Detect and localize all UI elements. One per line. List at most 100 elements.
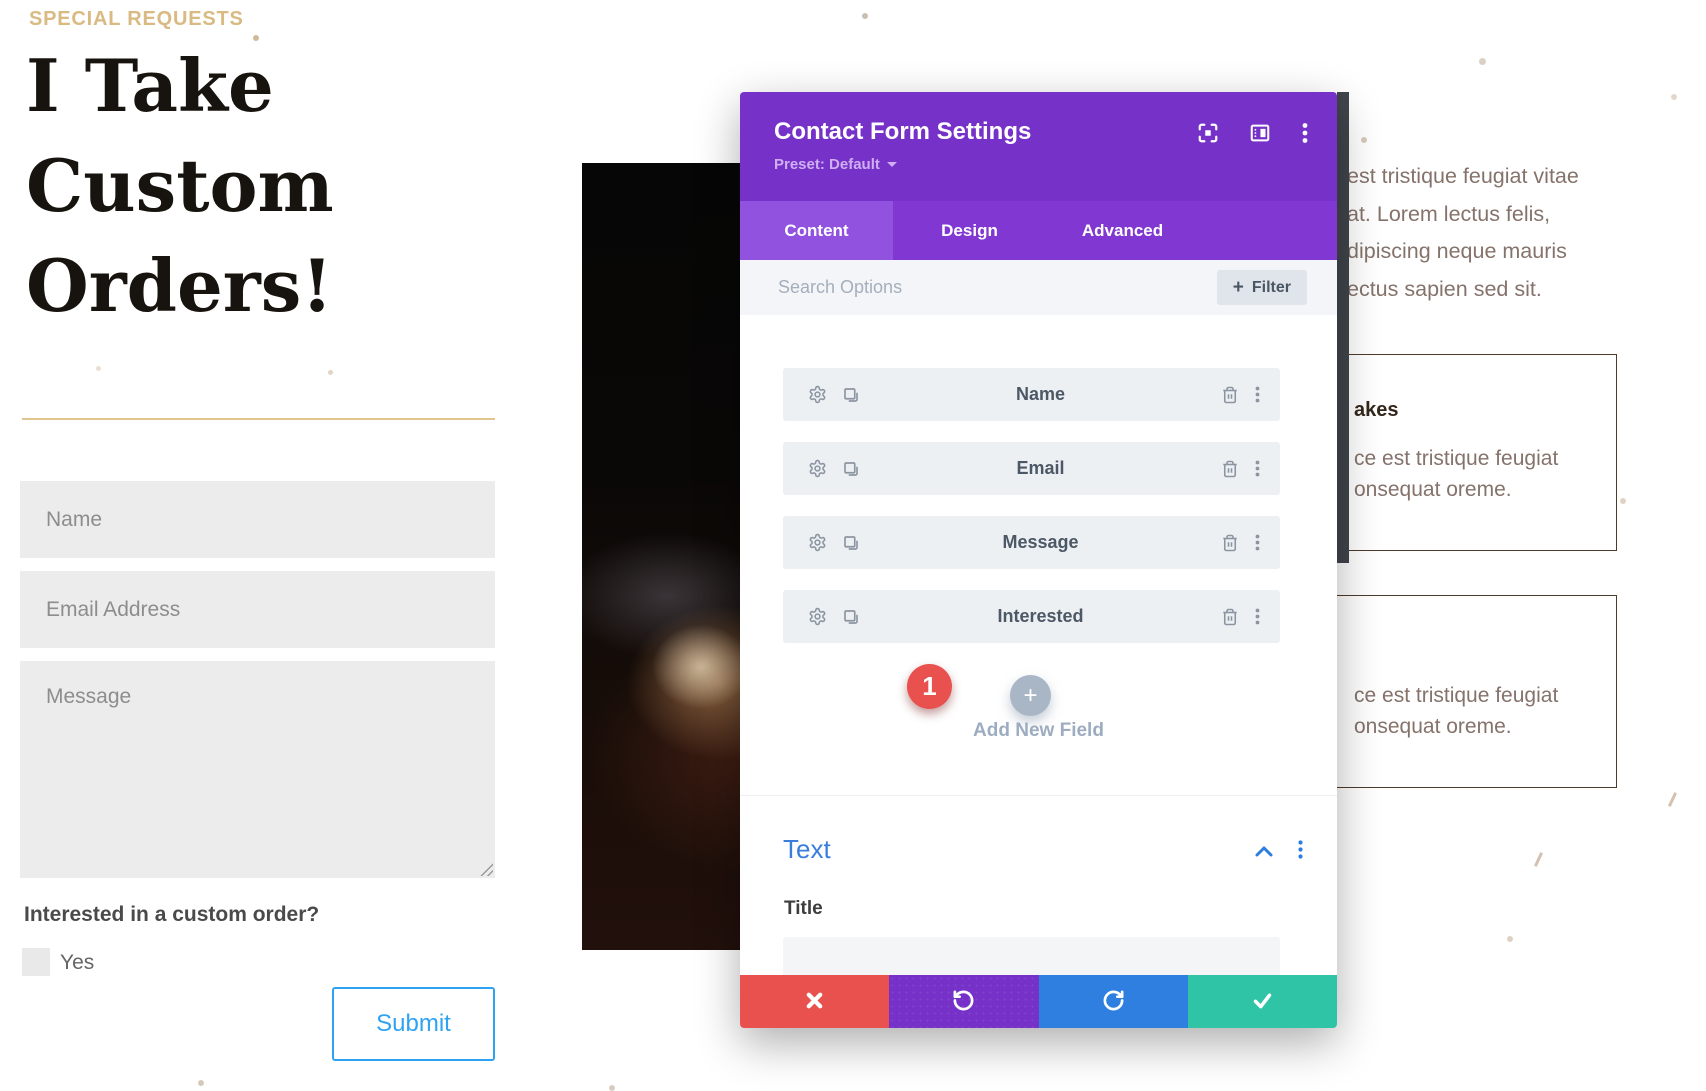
row-right-icons (1221, 534, 1280, 552)
duplicate-icon[interactable] (842, 534, 860, 552)
add-new-field-label[interactable]: Add New Field (973, 720, 1104, 741)
x-icon (805, 991, 824, 1013)
speckle-dot (609, 1085, 615, 1091)
row-right-icons (1221, 386, 1280, 404)
paragraph-line: ectus sapien sed sit. (1347, 276, 1542, 301)
card-body: ce est tristique feugiat onsequat oreme. (1354, 680, 1558, 742)
modal-header: Contact Form Settings Preset: Default (740, 92, 1337, 201)
card-body: ce est tristique feugiat onsequat oreme. (1354, 443, 1558, 505)
yes-checkbox-label: Yes (60, 951, 95, 974)
right-paragraph: est tristique feugiat vitae at. Lorem le… (1347, 158, 1637, 308)
field-row-label: Message (1002, 532, 1079, 552)
row-left-icons (783, 459, 860, 478)
speckle-dot (198, 1080, 204, 1086)
row-left-icons (783, 533, 860, 552)
search-options-bar: + Filter (740, 260, 1337, 315)
custom-order-question: Interested in a custom order? (24, 903, 320, 926)
heading-line: I Take (26, 43, 274, 128)
message-textarea[interactable] (20, 661, 495, 878)
row-left-icons (783, 607, 860, 626)
plus-icon: + (1023, 681, 1038, 709)
speckle-dot (1620, 498, 1626, 504)
modal-scrollbar[interactable] (1337, 92, 1349, 563)
field-row-email[interactable]: Email (783, 442, 1280, 495)
undo-button[interactable] (889, 975, 1039, 1028)
add-new-field-button[interactable]: + (1010, 675, 1051, 716)
field-row-label: Name (1015, 384, 1066, 404)
sidebar-toggle-icon[interactable] (1249, 122, 1271, 144)
tab-design[interactable]: Design (941, 220, 998, 240)
paragraph-line: at. Lorem lectus felis, (1347, 201, 1551, 226)
field-row-label: Interested (997, 606, 1084, 626)
form-fields-list: Name Email (740, 315, 1337, 643)
trash-icon[interactable] (1221, 608, 1239, 626)
undo-icon (952, 989, 975, 1015)
search-options-input[interactable] (778, 277, 1078, 298)
field-row-message[interactable]: Message (783, 516, 1280, 569)
gear-icon[interactable] (808, 533, 827, 552)
speckle-dot (1507, 936, 1513, 942)
save-button[interactable] (1187, 975, 1337, 1028)
field-row-name[interactable]: Name (783, 368, 1280, 421)
card-body-line: ce est tristique feugiat (1354, 447, 1559, 470)
tab-advanced[interactable]: Advanced (1081, 220, 1164, 240)
email-input[interactable] (20, 571, 495, 648)
trash-icon[interactable] (1221, 534, 1239, 552)
gear-icon[interactable] (808, 607, 827, 626)
redo-button[interactable] (1038, 975, 1188, 1028)
gear-icon[interactable] (808, 459, 827, 478)
chevron-up-icon[interactable] (1255, 844, 1273, 862)
plus-icon: + (1232, 276, 1244, 298)
speckle-dot (1479, 58, 1486, 65)
speckle-slash (1533, 852, 1544, 867)
discard-button[interactable] (740, 975, 890, 1028)
modal-title: Contact Form Settings (774, 118, 1032, 145)
filter-button[interactable]: + Filter (1216, 270, 1307, 305)
card-title: akes (1354, 399, 1399, 421)
fullscreen-icon[interactable] (1197, 122, 1219, 144)
contact-form-settings-modal: Contact Form Settings Preset: Default Co… (740, 92, 1337, 1028)
speckle-slash (1667, 792, 1678, 807)
duplicate-icon[interactable] (842, 460, 860, 478)
speckle-dot (1361, 137, 1367, 143)
speckle-dot (862, 13, 868, 19)
blurb-card: ce est tristique feugiat onsequat oreme. (1330, 595, 1617, 788)
title-input[interactable] (783, 937, 1280, 982)
duplicate-icon[interactable] (842, 386, 860, 404)
kebab-menu-icon[interactable] (1255, 534, 1260, 551)
check-icon (1252, 990, 1273, 1014)
paragraph-line: dipiscing neque mauris (1347, 239, 1567, 263)
field-row-interested[interactable]: Interested (783, 590, 1280, 643)
kebab-menu-icon[interactable] (1255, 386, 1260, 403)
kebab-menu-icon[interactable] (1301, 122, 1309, 144)
speckle-dot (328, 370, 333, 375)
duplicate-icon[interactable] (842, 608, 860, 626)
tab-content[interactable]: Content (740, 201, 893, 260)
page-title: I Take Custom Orders! (26, 36, 334, 336)
preset-dropdown[interactable]: Preset: Default (774, 156, 897, 173)
modal-action-bar (740, 975, 1337, 1028)
caret-down-icon (886, 162, 897, 167)
blurb-card: akes ce est tristique feugiat onsequat o… (1330, 354, 1617, 551)
kebab-menu-icon[interactable] (1255, 608, 1260, 625)
row-right-icons (1221, 608, 1280, 626)
card-body-line: onsequat oreme. (1354, 478, 1512, 501)
filter-button-label: Filter (1251, 278, 1291, 296)
redo-icon (1102, 989, 1125, 1015)
field-row-label: Email (1016, 458, 1065, 478)
text-section-toggle[interactable]: Text (783, 834, 831, 864)
kebab-menu-icon[interactable] (1298, 840, 1303, 864)
trash-icon[interactable] (1221, 460, 1239, 478)
title-field-label: Title (784, 898, 823, 919)
yes-checkbox[interactable] (22, 948, 50, 976)
row-right-icons (1221, 460, 1280, 478)
gear-icon[interactable] (808, 385, 827, 404)
trash-icon[interactable] (1221, 386, 1239, 404)
paragraph-line: est tristique feugiat vitae (1347, 164, 1579, 188)
name-input[interactable] (20, 481, 495, 558)
submit-button[interactable]: Submit (332, 987, 495, 1061)
card-body-line: onsequat oreme. (1354, 715, 1512, 738)
kebab-menu-icon[interactable] (1255, 460, 1260, 477)
step-annotation-badge: 1 (907, 664, 952, 709)
gold-divider (22, 418, 495, 420)
